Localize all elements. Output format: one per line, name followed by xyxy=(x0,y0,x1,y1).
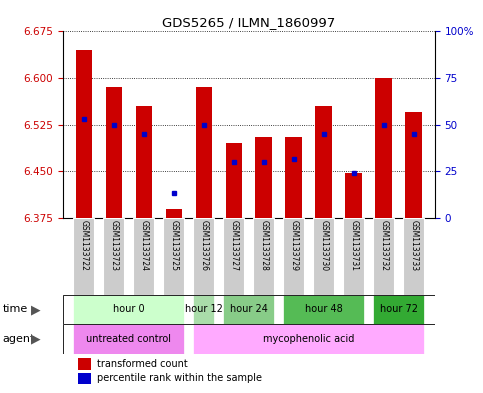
Text: time: time xyxy=(2,305,28,314)
Text: GSM1133725: GSM1133725 xyxy=(169,220,178,272)
Bar xyxy=(73,324,185,354)
Text: percentile rank within the sample: percentile rank within the sample xyxy=(97,373,262,384)
Text: mycophenolic acid: mycophenolic acid xyxy=(263,334,355,344)
Text: hour 12: hour 12 xyxy=(185,305,223,314)
Bar xyxy=(256,137,272,218)
Bar xyxy=(196,87,212,218)
Bar xyxy=(193,295,214,324)
Bar xyxy=(73,295,185,324)
Text: GSM1133733: GSM1133733 xyxy=(409,220,418,272)
Bar xyxy=(193,218,214,295)
Text: GSM1133722: GSM1133722 xyxy=(79,220,88,271)
Text: GSM1133723: GSM1133723 xyxy=(109,220,118,272)
Bar xyxy=(78,358,91,370)
Bar xyxy=(223,295,274,324)
Bar xyxy=(343,218,364,295)
Text: GSM1133728: GSM1133728 xyxy=(259,220,268,271)
Text: GSM1133727: GSM1133727 xyxy=(229,220,238,272)
Bar xyxy=(283,295,364,324)
Bar xyxy=(226,143,242,218)
Text: hour 0: hour 0 xyxy=(113,305,144,314)
Bar xyxy=(136,106,152,218)
Bar xyxy=(223,218,244,295)
Bar xyxy=(375,78,392,218)
Title: GDS5265 / ILMN_1860997: GDS5265 / ILMN_1860997 xyxy=(162,16,335,29)
Bar xyxy=(75,50,92,218)
Text: hour 24: hour 24 xyxy=(230,305,268,314)
Bar xyxy=(315,106,332,218)
Bar xyxy=(166,209,182,218)
Bar xyxy=(403,218,425,295)
Bar xyxy=(373,218,394,295)
Bar xyxy=(373,295,425,324)
Text: GSM1133730: GSM1133730 xyxy=(319,220,328,272)
Bar xyxy=(73,218,95,295)
Text: agent: agent xyxy=(2,334,35,344)
Text: ▶: ▶ xyxy=(31,303,41,316)
Bar xyxy=(133,218,155,295)
Bar xyxy=(193,324,425,354)
Text: GSM1133726: GSM1133726 xyxy=(199,220,208,272)
Bar xyxy=(283,218,304,295)
Text: hour 72: hour 72 xyxy=(380,305,418,314)
Bar xyxy=(105,87,122,218)
Text: ▶: ▶ xyxy=(31,332,41,345)
Bar xyxy=(313,218,334,295)
Text: GSM1133732: GSM1133732 xyxy=(379,220,388,272)
Text: GSM1133729: GSM1133729 xyxy=(289,220,298,272)
Text: transformed count: transformed count xyxy=(97,359,187,369)
Bar xyxy=(405,112,422,218)
Text: hour 48: hour 48 xyxy=(305,305,342,314)
Bar xyxy=(253,218,274,295)
Bar xyxy=(103,218,125,295)
Bar xyxy=(285,137,302,218)
Bar xyxy=(345,173,362,218)
Text: GSM1133731: GSM1133731 xyxy=(349,220,358,272)
Bar xyxy=(163,218,185,295)
Text: untreated control: untreated control xyxy=(86,334,171,344)
Bar xyxy=(78,373,91,384)
Text: GSM1133724: GSM1133724 xyxy=(139,220,148,272)
